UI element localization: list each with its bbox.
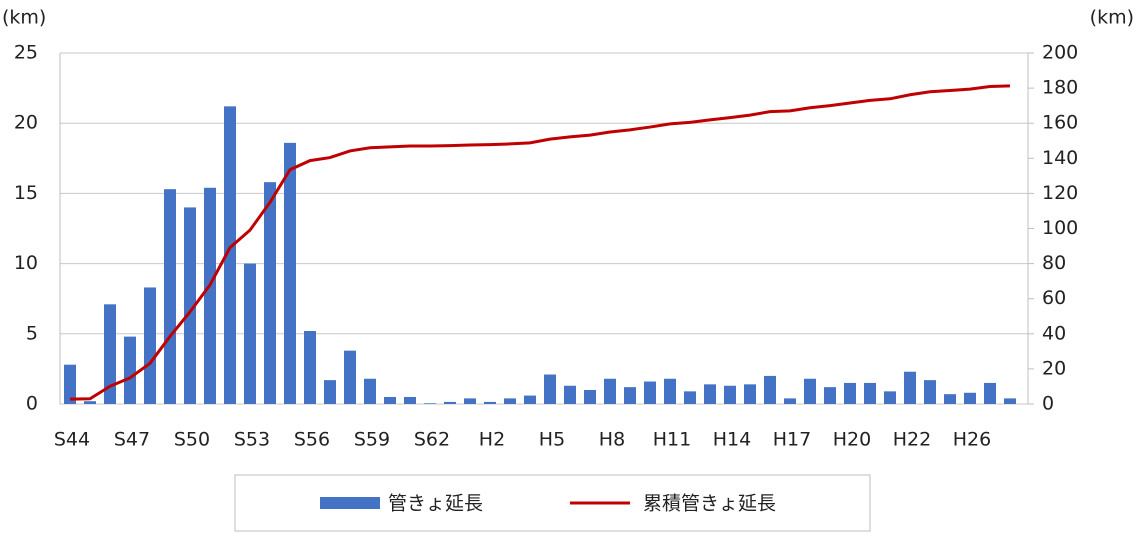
bar [284, 142, 296, 404]
y-tick-label: 15 [14, 182, 38, 204]
bar [604, 378, 616, 404]
x-tick-label: H20 [833, 429, 871, 451]
legend-label: 管きょ延長 [388, 493, 483, 515]
bar [984, 382, 996, 404]
bar [864, 382, 876, 404]
x-tick-label: H11 [653, 429, 691, 451]
bar [344, 350, 356, 404]
bar [744, 384, 756, 404]
y-tick-label: 0 [26, 393, 38, 415]
legend-swatch [320, 497, 380, 509]
bar [324, 380, 336, 404]
bar [444, 401, 456, 404]
x-tick-label: H5 [539, 429, 565, 451]
bar [164, 189, 176, 404]
bar [224, 106, 236, 405]
bar [964, 392, 976, 404]
bar [924, 380, 936, 404]
y2-tick-label: 200 [1042, 42, 1078, 64]
bar [624, 387, 636, 404]
bar [904, 371, 916, 404]
x-tick-label: S47 [114, 429, 150, 451]
y2-axis-label: (km) [1090, 7, 1134, 29]
y2-tick-label: 180 [1042, 77, 1078, 99]
x-tick-label: H26 [953, 429, 991, 451]
bar [404, 396, 416, 404]
y2-tick-label: 20 [1042, 357, 1066, 379]
bar [824, 387, 836, 404]
bar [544, 374, 556, 404]
bar [664, 378, 676, 404]
bar [264, 182, 276, 404]
bar [84, 401, 96, 404]
bar [804, 378, 816, 404]
x-tick-label: S62 [414, 429, 450, 451]
bar [884, 391, 896, 404]
legend-box [234, 474, 871, 532]
y2-tick-label: 100 [1042, 217, 1078, 239]
legend-label: 累積管きょ延長 [643, 493, 776, 515]
bar [844, 382, 856, 404]
y-tick-label: 25 [14, 42, 38, 64]
y-tick-label: 10 [14, 252, 38, 274]
bar [184, 207, 196, 404]
bar [524, 395, 536, 404]
y2-tick-label: 60 [1042, 287, 1066, 309]
y2-tick-label: 80 [1042, 252, 1066, 274]
bar [424, 403, 436, 404]
x-tick-label: H2 [479, 429, 505, 451]
bar [204, 187, 216, 404]
bar [504, 398, 516, 404]
bar [724, 385, 736, 404]
y2-tick-label: 160 [1042, 112, 1078, 134]
x-tick-label: S59 [354, 429, 390, 451]
x-tick-label: H17 [773, 429, 811, 451]
x-tick-label: H22 [893, 429, 931, 451]
x-tick-label: S53 [234, 429, 270, 451]
bar [104, 304, 116, 404]
bar [564, 385, 576, 404]
y-tick-label: 5 [26, 322, 38, 344]
line [69, 84, 1011, 401]
bar [704, 384, 716, 404]
bar [304, 330, 316, 404]
bar [364, 378, 376, 404]
bar [1004, 398, 1016, 404]
y-axis-label: (km) [2, 7, 46, 29]
bar [584, 389, 596, 404]
x-tick-label: H8 [599, 429, 625, 451]
bar [684, 391, 696, 404]
y2-tick-label: 0 [1042, 393, 1054, 415]
x-tick-label: S56 [294, 429, 330, 451]
bar [944, 394, 956, 404]
bar [144, 287, 156, 404]
y2-tick-label: 40 [1042, 322, 1066, 344]
bar [784, 398, 796, 404]
bar [384, 396, 396, 404]
x-tick-label: S50 [174, 429, 210, 451]
bar [124, 336, 136, 404]
bar [64, 364, 76, 404]
bar [464, 398, 476, 404]
bar [764, 375, 776, 404]
y2-tick-label: 120 [1042, 182, 1078, 204]
bar [644, 381, 656, 404]
bar [484, 401, 496, 404]
x-tick-label: S44 [54, 429, 90, 451]
bar [244, 263, 256, 404]
y2-tick-label: 140 [1042, 147, 1078, 169]
x-tick-label: H14 [713, 429, 751, 451]
y-tick-label: 20 [14, 112, 38, 134]
